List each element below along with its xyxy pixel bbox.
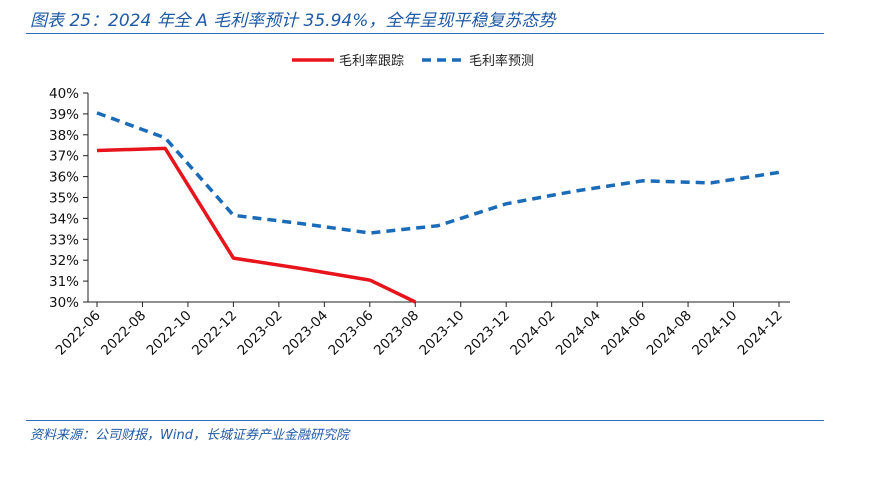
tracking-series-line <box>96 146 417 304</box>
x-tick-label: 2023-08 <box>371 308 422 359</box>
y-tick-label: 38% <box>49 128 79 144</box>
x-tick-label: 2022-10 <box>144 308 195 359</box>
x-tick-label: 2023-12 <box>462 308 513 359</box>
y-tick-label: 39% <box>49 107 79 123</box>
x-tick-label: 2024-10 <box>689 308 740 359</box>
y-tick-label: 32% <box>49 253 79 269</box>
x-axis: 2022-062022-082022-102022-122023-022023-… <box>53 301 790 359</box>
x-tick-label: 2023-02 <box>234 308 285 359</box>
source-divider <box>26 420 824 421</box>
x-tick-label: 2024-12 <box>735 308 786 359</box>
line-chart: 毛利率跟踪 毛利率预测 30% 31% 32% 33% 34% 35% 36% 37% 38% 39… <box>49 53 790 359</box>
x-tick-label: 2022-12 <box>189 308 240 359</box>
figure-source: 资料来源：公司财报，Wind，长城证券产业金融研究院 <box>30 428 349 443</box>
y-axis: 30% 31% 32% 33% 34% 35% 36% 37% 38% 39% 40% <box>49 86 89 311</box>
x-tick-label: 2023-06 <box>325 308 376 359</box>
y-tick-label: 30% <box>49 295 79 311</box>
x-tick-label: 2024-06 <box>598 308 649 359</box>
y-tick-label: 35% <box>49 191 79 207</box>
x-tick-label: 2022-08 <box>98 308 149 359</box>
y-tick-label: 36% <box>49 170 79 186</box>
x-tick-label: 2023-10 <box>416 308 467 359</box>
figure-title: 图表 25：2024 年全 A 毛利率预计 35.94%，全年呈现平稳复苏态势 <box>30 11 556 31</box>
x-tick-label: 2024-04 <box>553 308 604 359</box>
y-tick-label: 40% <box>49 86 79 102</box>
x-tick-label: 2024-08 <box>644 308 695 359</box>
chart-legend: 毛利率跟踪 毛利率预测 <box>292 53 534 69</box>
x-tick-label: 2024-02 <box>507 308 558 359</box>
y-tick-label: 37% <box>49 149 79 165</box>
legend-label: 毛利率预测 <box>469 53 534 69</box>
chart-series <box>96 111 780 304</box>
legend-label: 毛利率跟踪 <box>339 53 404 69</box>
title-divider <box>26 33 824 34</box>
y-tick-label: 33% <box>49 232 79 248</box>
y-tick-label: 31% <box>49 274 79 290</box>
x-tick-label: 2023-04 <box>280 308 331 359</box>
x-tick-label: 2022-06 <box>53 308 104 359</box>
y-tick-label: 34% <box>49 211 79 227</box>
forecast-series-line <box>96 111 780 235</box>
